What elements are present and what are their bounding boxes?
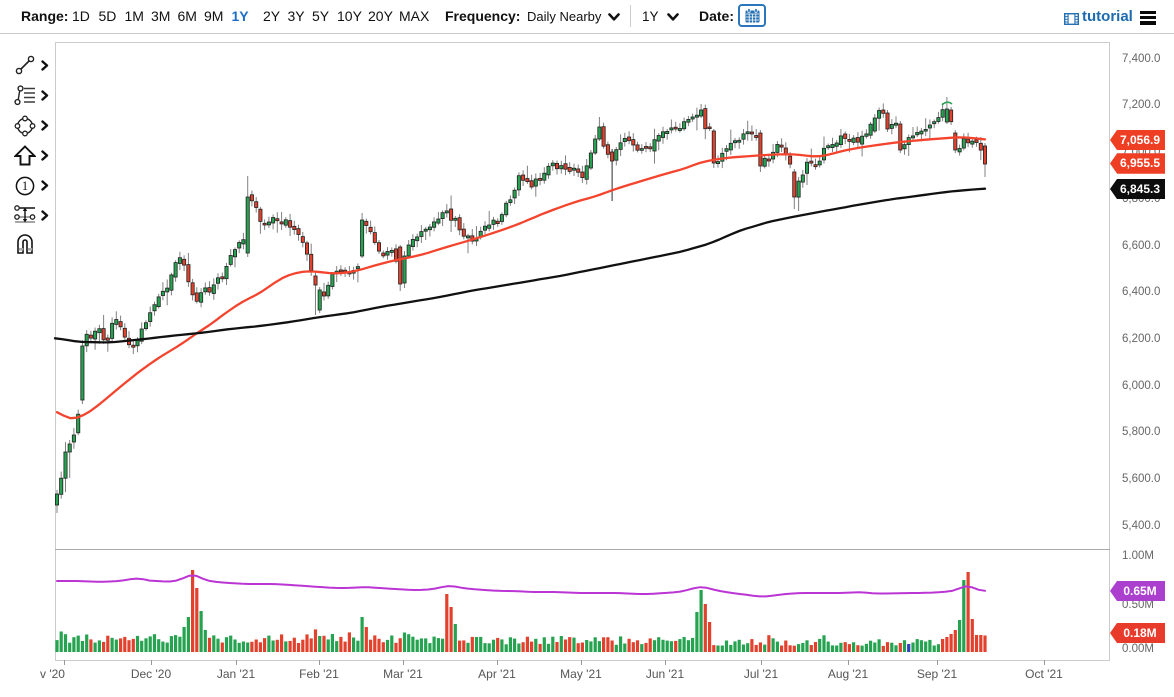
svg-text:1: 1 — [22, 179, 28, 193]
